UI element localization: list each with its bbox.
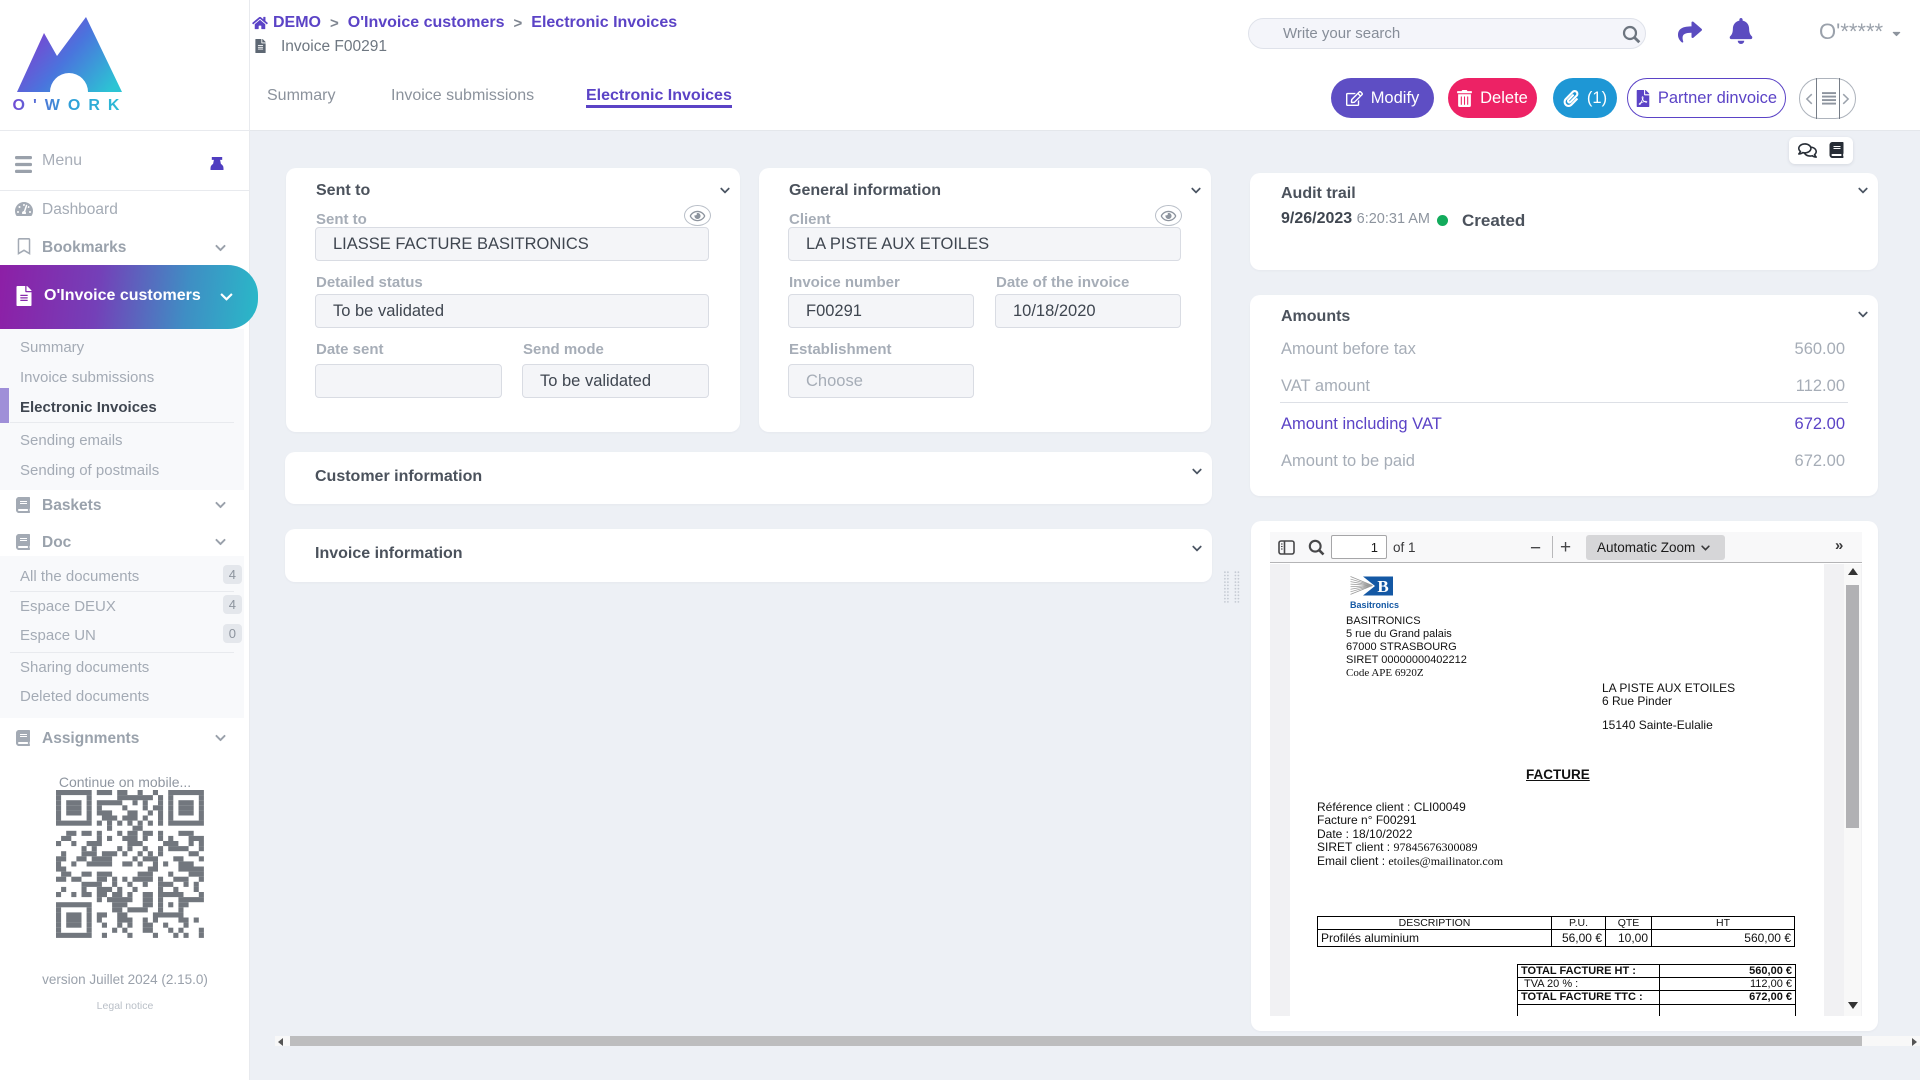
svg-text:B: B [1377, 577, 1388, 596]
